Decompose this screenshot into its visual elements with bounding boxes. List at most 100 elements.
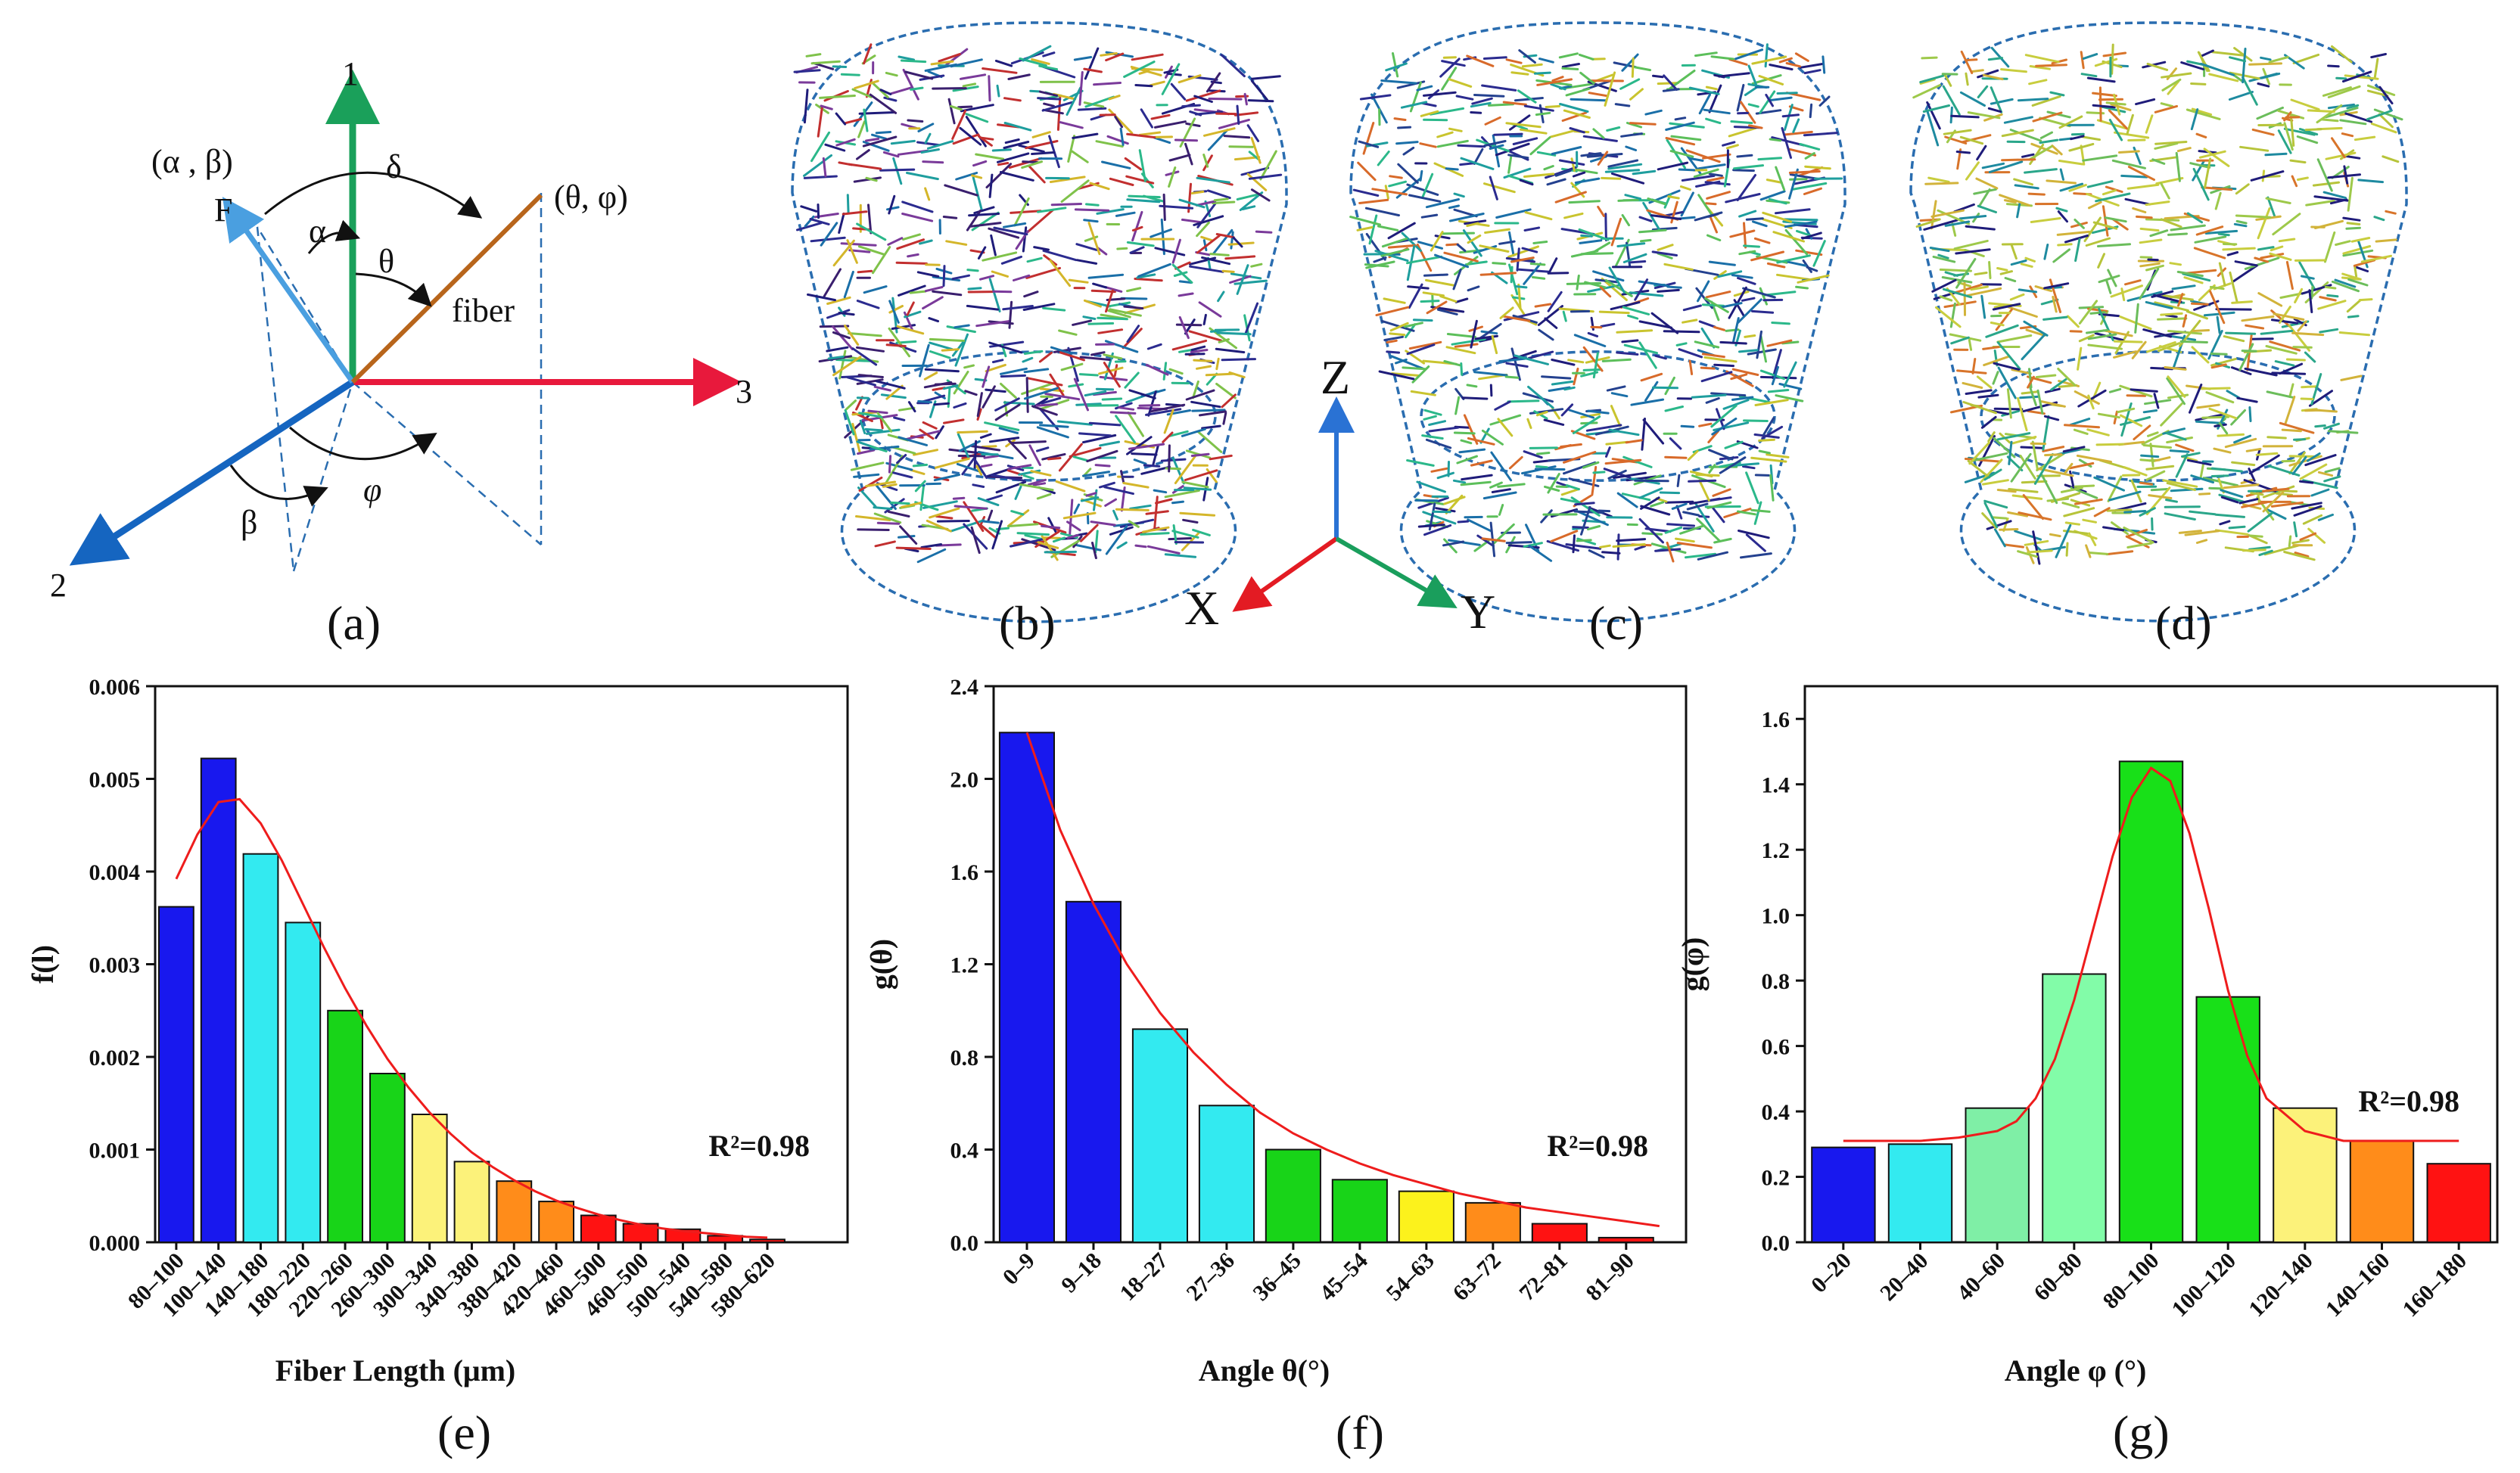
fiber-segment [2257, 246, 2275, 251]
fiber-segment [982, 385, 996, 409]
fiber-segment [1745, 471, 1759, 505]
fiber-segment [1215, 347, 1246, 354]
fiber-segment [2310, 285, 2314, 300]
fiber-segment [1155, 498, 1173, 505]
fiber-segment [890, 86, 913, 95]
fiber-segment [1747, 348, 1777, 356]
fiber-segment [1608, 266, 1626, 294]
fiber-segment [2149, 229, 2169, 238]
fiber-segment [1616, 351, 1639, 356]
fiber-segment [856, 396, 870, 399]
fiber-segment [838, 161, 853, 166]
fiber-segment [1737, 298, 1762, 324]
fiber-segment [1781, 340, 1800, 345]
fiber-segment [991, 270, 1009, 278]
fiber-segment [1822, 55, 1826, 74]
fiber-segment [1124, 157, 1143, 171]
fiber-segment [2102, 526, 2125, 532]
fiber-segment [2105, 185, 2123, 193]
fiber-segment [1980, 294, 1986, 319]
fiber-segment [1752, 220, 1768, 228]
fiber-segment [994, 59, 1013, 67]
fiber-segment [1713, 270, 1727, 280]
fiber-segment [1784, 228, 1809, 256]
fiber-segment [1479, 244, 1510, 253]
fiber-segment [1097, 328, 1124, 334]
fiber-segment [2210, 467, 2243, 473]
fiber-segment [1534, 468, 1566, 471]
fiber-segment [2059, 168, 2064, 181]
fiber-segment [2278, 238, 2296, 243]
fiber-segment [2017, 550, 2039, 558]
fiber-segment [1099, 440, 1120, 447]
fiber-segment [1536, 78, 1573, 86]
fiber-segment [919, 239, 933, 245]
fiber-segment [935, 515, 954, 520]
fiber-segment [2200, 62, 2235, 76]
fiber-segment [1621, 339, 1639, 343]
fiber-segment [1072, 132, 1099, 139]
fiber-segment [1575, 509, 1609, 527]
fiber-segment [1023, 291, 1039, 298]
fiber-segment [1626, 241, 1632, 267]
fiber-segment [1993, 528, 2006, 548]
x-tick-label: 45–54 [1314, 1248, 1372, 1306]
fiber-segment [2329, 198, 2348, 205]
fiber-segment [1573, 367, 1579, 386]
fiber-segment [2262, 491, 2285, 513]
fiber-segment [2020, 263, 2033, 268]
fiber-segment [1171, 263, 1193, 284]
fiber-segment [1502, 315, 1531, 322]
fiber-segment [1604, 213, 1607, 241]
fiber-segment [1171, 530, 1199, 539]
y-tick-label: 1.6 [950, 860, 979, 885]
fiber-segment [899, 525, 918, 545]
fiber-segment [1137, 263, 1171, 278]
fiber-segment [1062, 511, 1097, 520]
fiber-segment [996, 84, 1000, 98]
fiber-segment [1123, 305, 1144, 310]
fiber-segment [1467, 437, 1495, 446]
fiber-segment [1705, 496, 1732, 502]
fiber-segment [907, 401, 916, 413]
fiber-segment [2205, 391, 2235, 404]
fiber-segment [1604, 458, 1642, 465]
fiber-segment [2210, 353, 2228, 356]
fiber-segment [1508, 263, 1519, 296]
fiber-segment [1013, 274, 1031, 281]
z-axis-label: Z [1321, 350, 1350, 404]
fiber-segment [1962, 381, 1983, 389]
fiber-segment [2111, 159, 2146, 169]
fiber-segment [2257, 207, 2271, 240]
fiber-segment [1607, 469, 1627, 480]
fiber-segment [1052, 536, 1066, 543]
fiber-segment [865, 480, 897, 487]
fiber-segment [1510, 347, 1521, 381]
fiber-segment [2222, 247, 2256, 251]
fiber-segment [972, 483, 985, 488]
fiber-segment [1190, 349, 1209, 353]
fiber-segment [1944, 220, 1971, 227]
fiber-segment [2010, 452, 2032, 483]
fiber-segment [1103, 486, 1134, 496]
fiber-segment [1083, 299, 1102, 308]
fiber-segment [867, 204, 873, 235]
alpha-label: α [309, 213, 326, 250]
fiber-segment [1205, 372, 1235, 377]
fiber-segment [1105, 52, 1125, 62]
fiber-segment [875, 484, 897, 510]
fiber-segment [1374, 250, 1409, 263]
fiber-segment [1417, 524, 1445, 528]
fiber-segment [2149, 443, 2154, 468]
fiber-segment [1068, 278, 1089, 284]
fiber-segment [1131, 210, 1143, 242]
fiber-segment [1126, 325, 1140, 343]
fiber-segment [2245, 448, 2262, 452]
fiber-segment [1129, 504, 1152, 510]
fiber-segment [902, 233, 921, 241]
bar-9–18 [1065, 900, 1122, 1244]
fiber-segment [2092, 92, 2117, 98]
fiber-segment [1644, 381, 1659, 402]
fiber-segment [988, 341, 1023, 354]
fiber-segment [1718, 72, 1750, 78]
